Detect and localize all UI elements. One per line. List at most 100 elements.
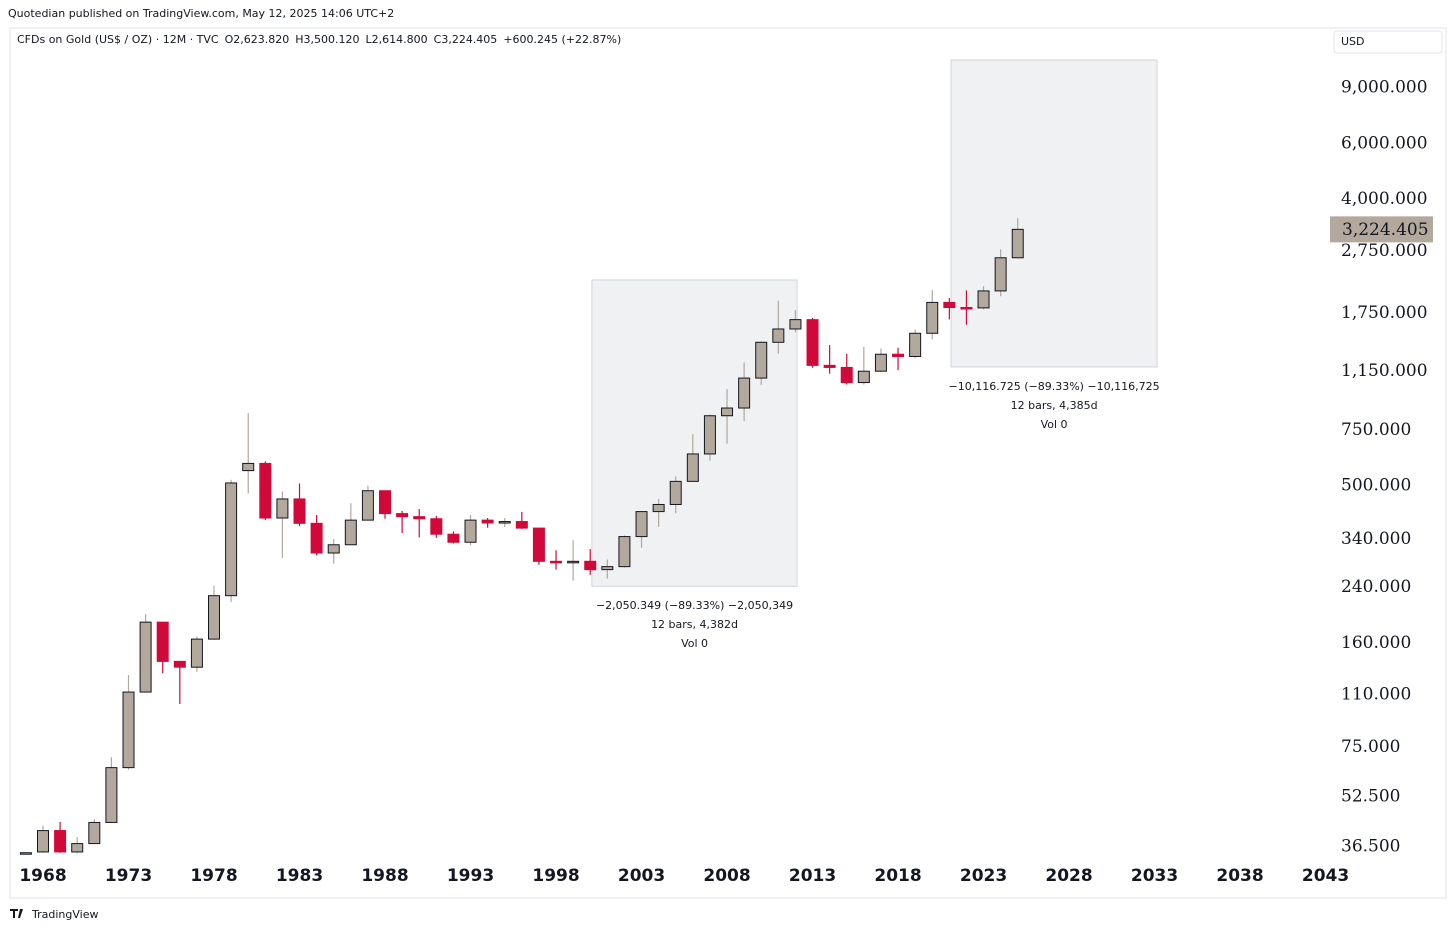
chart-title: CFDs on Gold (US$ / OZ) · 12M · TVC: [17, 33, 219, 46]
x-tick-label: 2038: [1216, 866, 1263, 886]
x-tick-label: 2023: [960, 866, 1007, 886]
candle-body: [789, 319, 802, 330]
x-tick-label: 2018: [874, 866, 921, 886]
candle-body: [430, 518, 443, 535]
candle-body: [618, 536, 631, 568]
range-label: −2,050.349 (−89.33%) −2,050,349: [596, 599, 793, 612]
candle-body: [669, 480, 682, 505]
y-tick-label: 340.000: [1341, 529, 1411, 549]
currency[interactable]: USD: [1341, 35, 1365, 48]
candle-body: [550, 560, 563, 564]
range-box: [950, 59, 1158, 368]
candle-body: [190, 638, 203, 668]
x-tick-label: 1983: [276, 866, 323, 886]
legend-value: O2,623.820: [225, 33, 290, 46]
candle-body: [840, 366, 853, 384]
y-tick-label: 1,750.000: [1341, 303, 1428, 323]
candle-body: [652, 503, 665, 513]
candle-body: [1011, 228, 1024, 259]
candle-body: [601, 566, 614, 571]
candle-body: [54, 830, 67, 853]
candle-body: [242, 462, 255, 472]
x-tick-label: 2043: [1302, 866, 1349, 886]
candle-body: [379, 490, 392, 515]
x-tick-label: 1973: [105, 866, 152, 886]
publisher: Quotedian published on TradingView.com, …: [8, 7, 394, 20]
y-tick-label: 500.000: [1341, 476, 1411, 496]
candle-body: [447, 533, 460, 543]
candle-body: [926, 301, 939, 334]
y-tick-label: 4,000.000: [1341, 189, 1428, 209]
candle-body: [721, 407, 734, 417]
y-tick-label: 9,000.000: [1341, 77, 1428, 97]
candle-body: [532, 527, 545, 562]
x-tick-label: 1993: [447, 866, 494, 886]
plot: 1968 1973 1978 1983 1988 1993 1998 2003 2008 2013…: [19, 59, 1349, 886]
candle-body: [686, 453, 699, 482]
candle-body: [892, 353, 905, 357]
candle-body: [208, 595, 221, 640]
candle-body: [259, 462, 272, 519]
candle-body: [498, 521, 511, 524]
candle-body: [738, 377, 751, 409]
y-tick-label: 6,000.000: [1341, 133, 1428, 153]
candle-body: [156, 621, 169, 662]
candle-body: [943, 301, 956, 309]
candle-body: [37, 830, 50, 853]
candle-body: [276, 498, 289, 519]
candle-body: [823, 364, 836, 368]
candle-body: [977, 290, 990, 309]
y-tick-label: 2,750.000: [1341, 241, 1428, 261]
y-tick-label: 240.000: [1341, 577, 1411, 597]
y-tick-label: 110.000: [1341, 684, 1411, 704]
legend-value: H3,500.120: [295, 33, 359, 46]
candle-body: [361, 490, 374, 521]
candle-body: [960, 307, 973, 310]
x-tick-label: 2003: [618, 866, 665, 886]
x-tick-label: 1998: [532, 866, 579, 886]
x-tick-label: 1978: [190, 866, 237, 886]
y-tick-label: 750.000: [1341, 420, 1411, 440]
last-price-tag: [1330, 216, 1433, 243]
candle-body: [310, 522, 323, 554]
candle-body: [806, 319, 819, 366]
candle-body: [857, 370, 870, 384]
logo: [10, 909, 23, 918]
candle-body: [994, 257, 1007, 292]
x-tick-label: 2033: [1131, 866, 1178, 886]
range-label: 12 bars, 4,385d: [1011, 399, 1098, 412]
candle-body: [755, 341, 768, 379]
range-label: 12 bars, 4,382d: [651, 618, 738, 631]
legend-value: C3,224.405: [434, 33, 498, 46]
x-tick-label: 1988: [361, 866, 408, 886]
candle-body: [772, 328, 785, 343]
candle-body: [327, 544, 340, 554]
range-label: Vol 0: [1041, 418, 1068, 431]
candle-body: [567, 560, 580, 564]
candle-body: [105, 767, 118, 823]
currency-box[interactable]: [1333, 30, 1443, 54]
candle-body: [703, 415, 716, 455]
candle-body: [71, 843, 84, 853]
candle-body: [396, 513, 409, 518]
candle-body: [909, 332, 922, 357]
last-price-label: 3,224.405: [1342, 220, 1429, 240]
candle-body: [122, 691, 135, 769]
x-tick-label: 1968: [19, 866, 66, 886]
candle-body: [635, 511, 648, 538]
candle-body: [19, 852, 32, 855]
candle-body: [874, 353, 887, 372]
legend-value: L2,614.800: [366, 33, 428, 46]
x-tick-label: 2013: [789, 866, 836, 886]
candle-body: [464, 519, 477, 543]
y-tick-label: 160.000: [1341, 633, 1411, 653]
candle-body: [293, 498, 306, 524]
candle-body: [139, 621, 152, 693]
candle-body: [481, 519, 494, 524]
footer-brand: TradingView: [31, 908, 98, 921]
y-tick-label: 36.500: [1341, 836, 1400, 856]
y-tick-label: 1,150.000: [1341, 361, 1428, 381]
candle-body: [584, 560, 597, 571]
candle-body: [173, 660, 186, 668]
